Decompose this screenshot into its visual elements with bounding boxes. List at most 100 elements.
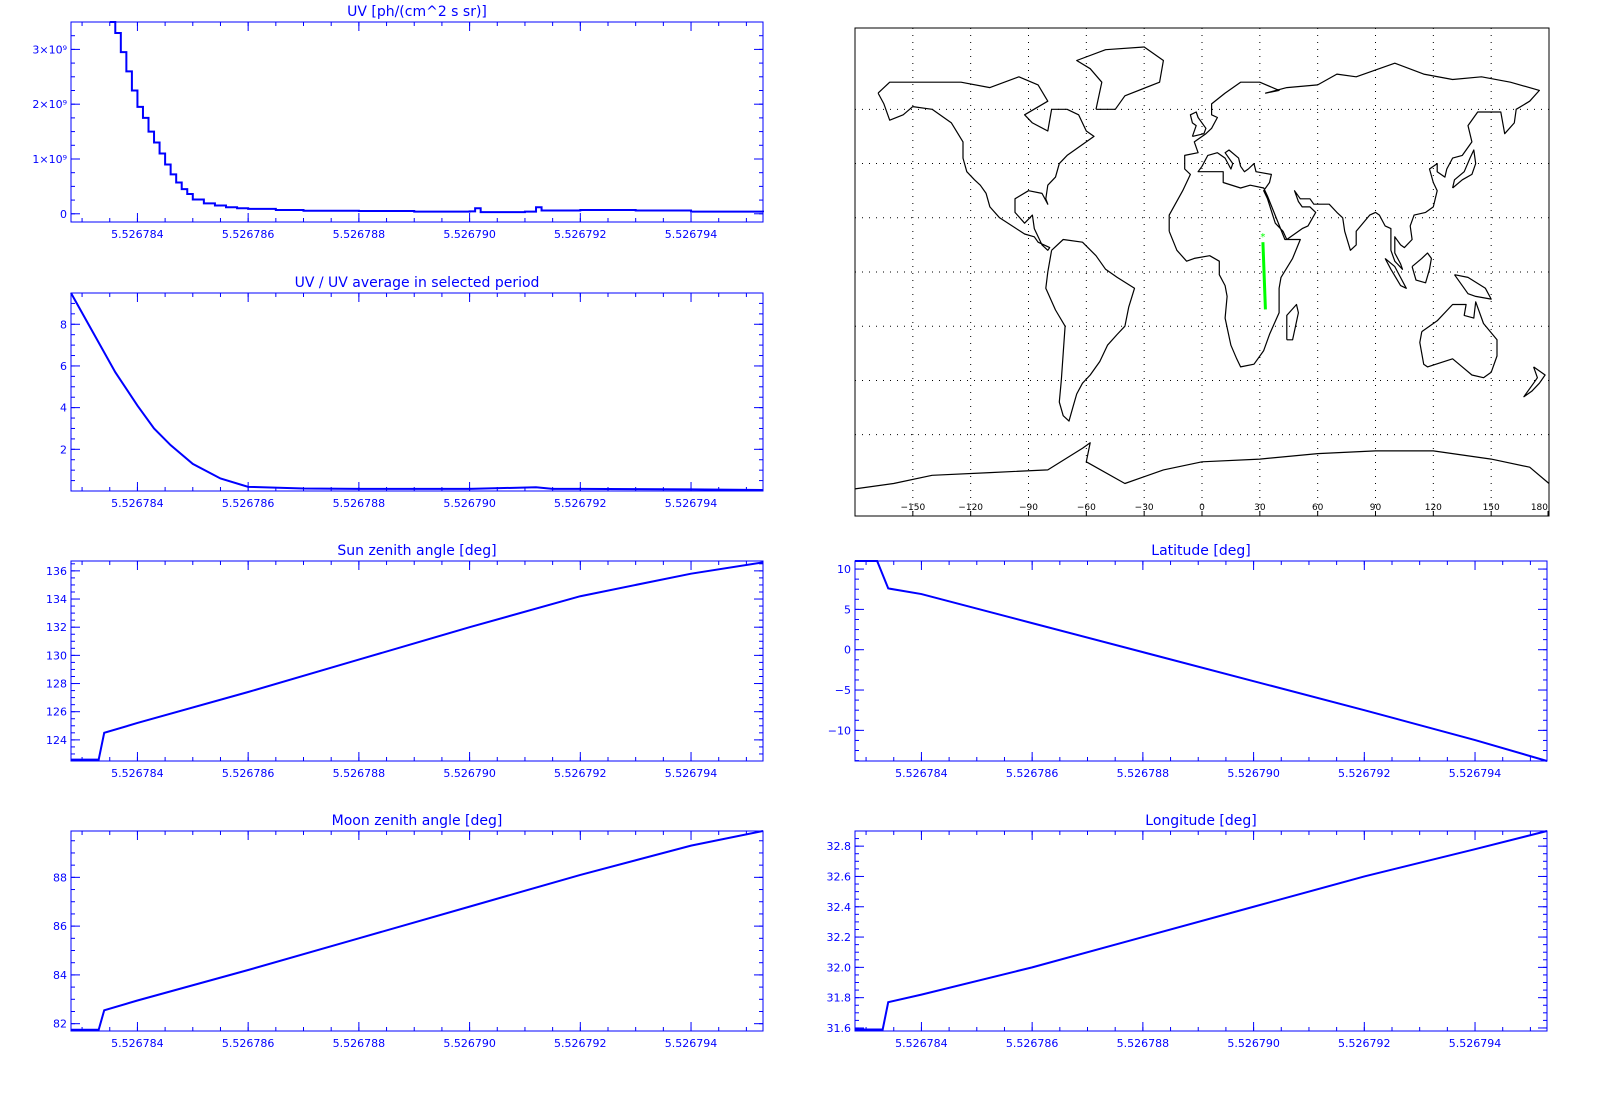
x-tick-label: 5.526786 [222,228,275,241]
y-tick-label: 32.2 [827,931,852,944]
y-tick-label: 32.8 [827,840,852,853]
y-tick-label: 4 [60,402,67,415]
y-tick-label: 88 [53,871,67,884]
x-tick-label: 5.526784 [111,1037,164,1050]
x-tick-label: 5.526788 [333,1037,386,1050]
x-tick-label: 5.526790 [443,228,496,241]
chart-latitude: Latitude [deg] 5.526784 5.526786 5.526788 5.… [828,543,1548,780]
lon-tick-label: 30 [1254,503,1266,513]
lon-tick-label: −60 [1077,503,1096,513]
chart-title: Sun zenith angle [deg] [337,543,496,559]
x-tick-label: 5.526788 [1117,767,1170,780]
plot-frame [70,830,764,1032]
chart-uv: UV [ph/(cm^2 s sr)] 5.526784 5.526786 5.526… [32,4,764,241]
x-tick-label: 5.526788 [1117,1037,1170,1050]
coastline-africa-eurasia [1168,62,1541,368]
y-tick-label: 134 [46,593,67,606]
x-tick-label: 5.526784 [111,228,164,241]
lon-tick-label: 150 [1483,503,1500,513]
plot-frame [70,21,764,223]
y-tick-label: 0 [60,208,67,221]
x-tick-label: 5.526784 [895,1037,948,1050]
lon-tick-label: 60 [1312,503,1324,513]
y-tick-label: 136 [46,565,67,578]
series-line [71,561,764,761]
x-tick-label: 5.526792 [554,497,607,510]
lon-tick-label: 0 [1199,503,1205,513]
x-tick-label: 5.526792 [1338,1037,1391,1050]
map-frame [854,27,1550,517]
chart-title: Moon zenith angle [deg] [332,813,503,829]
x-tick-label: 5.526792 [1338,767,1391,780]
world-map: * −150 −120 −90 −60 −30 0 30 60 90 120 150 180 [854,27,1550,517]
chart-title: Latitude [deg] [1151,543,1250,559]
series-line [855,830,1548,1031]
y-tick-label: 1×10⁹ [32,153,67,166]
coastline-antarctica [854,442,1550,490]
y-tick-label: 3×10⁹ [32,43,67,56]
series-line [70,292,764,491]
y-tick-label: 32.0 [827,961,852,974]
x-tick-label: 5.526788 [333,767,386,780]
y-tick-label: 32.6 [827,870,852,883]
y-tick-label: 2×10⁹ [32,98,67,111]
chart-title: UV / UV average in selected period [295,275,540,291]
x-tick-label: 5.526790 [1227,767,1280,780]
lon-tick-label: 120 [1425,503,1442,513]
coastline-madagascar [1286,303,1300,341]
plot-frame [70,560,764,762]
y-tick-label: −5 [835,684,851,697]
x-tick-label: 5.526794 [665,228,718,241]
y-tick-label: 82 [53,1018,67,1031]
lon-tick-label: −90 [1019,503,1038,513]
y-tick-label: 126 [46,706,67,719]
y-tick-label: 6 [60,360,67,373]
x-tick-label: 5.526794 [665,1037,718,1050]
x-tick-label: 5.526786 [222,497,275,510]
lon-tick-label: −30 [1135,503,1154,513]
y-tick-label: 31.8 [827,992,852,1005]
x-tick-label: 5.526788 [333,497,386,510]
y-tick-label: 86 [53,920,67,933]
x-tick-label: 5.526784 [111,767,164,780]
series-line [855,560,1548,762]
track-start-marker: * [1260,232,1265,243]
x-tick-label: 5.526790 [443,767,496,780]
chart-title: Longitude [deg] [1145,813,1256,829]
x-tick-label: 5.526792 [554,1037,607,1050]
y-tick-label: 2 [60,443,67,456]
y-tick-label: 5 [844,603,851,616]
coastline-sumatra [1384,257,1407,289]
coastline-south-america [1045,238,1136,422]
x-tick-label: 5.526794 [665,767,718,780]
x-tick-label: 5.526790 [443,1037,496,1050]
y-tick-label: 132 [46,621,67,634]
coastline-borneo [1411,252,1433,284]
y-tick-label: 8 [60,318,67,331]
coastline-uk [1189,111,1207,137]
x-tick-label: 5.526788 [333,228,386,241]
x-tick-label: 5.526790 [443,497,496,510]
orbit-ground-track [1261,242,1267,310]
y-tick-label: 128 [46,678,67,691]
chart-uv-ratio: UV / UV average in selected period 5.5267… [60,275,764,510]
y-tick-label: 84 [53,969,67,982]
plot-frame [854,560,1548,762]
x-tick-label: 5.526786 [222,767,275,780]
plot-frame [70,292,764,492]
y-tick-label: 10 [837,563,851,576]
chart-longitude: Longitude [deg] 5.526784 5.526786 5.526788 5… [827,813,1548,1050]
chart-sun-zenith: Sun zenith angle [deg] 5.526784 5.526786 5.… [46,543,764,780]
coastline-japan [1452,149,1477,189]
coastline-new-guinea [1454,274,1492,300]
coastline-north-america [877,76,1095,251]
lon-tick-label: 90 [1370,503,1382,513]
y-tick-label: 31.6 [827,1022,852,1035]
lon-tick-label: 180 [1531,503,1548,513]
y-tick-label: 130 [46,649,67,662]
y-tick-label: −10 [828,724,851,737]
x-tick-label: 5.526786 [1006,767,1059,780]
x-tick-label: 5.526786 [222,1037,275,1050]
x-tick-label: 5.526784 [895,767,948,780]
x-tick-label: 5.526786 [1006,1037,1059,1050]
